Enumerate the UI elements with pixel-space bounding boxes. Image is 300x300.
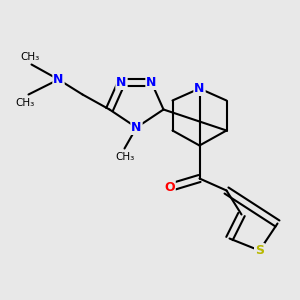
- Text: S: S: [255, 244, 264, 257]
- Text: N: N: [194, 82, 205, 95]
- Text: N: N: [116, 76, 127, 89]
- Text: CH₃: CH₃: [20, 52, 40, 61]
- Text: CH₃: CH₃: [115, 152, 134, 161]
- Text: O: O: [164, 181, 175, 194]
- Text: N: N: [146, 76, 157, 89]
- Text: N: N: [131, 121, 142, 134]
- Text: N: N: [53, 73, 64, 86]
- Text: CH₃: CH₃: [16, 98, 35, 107]
